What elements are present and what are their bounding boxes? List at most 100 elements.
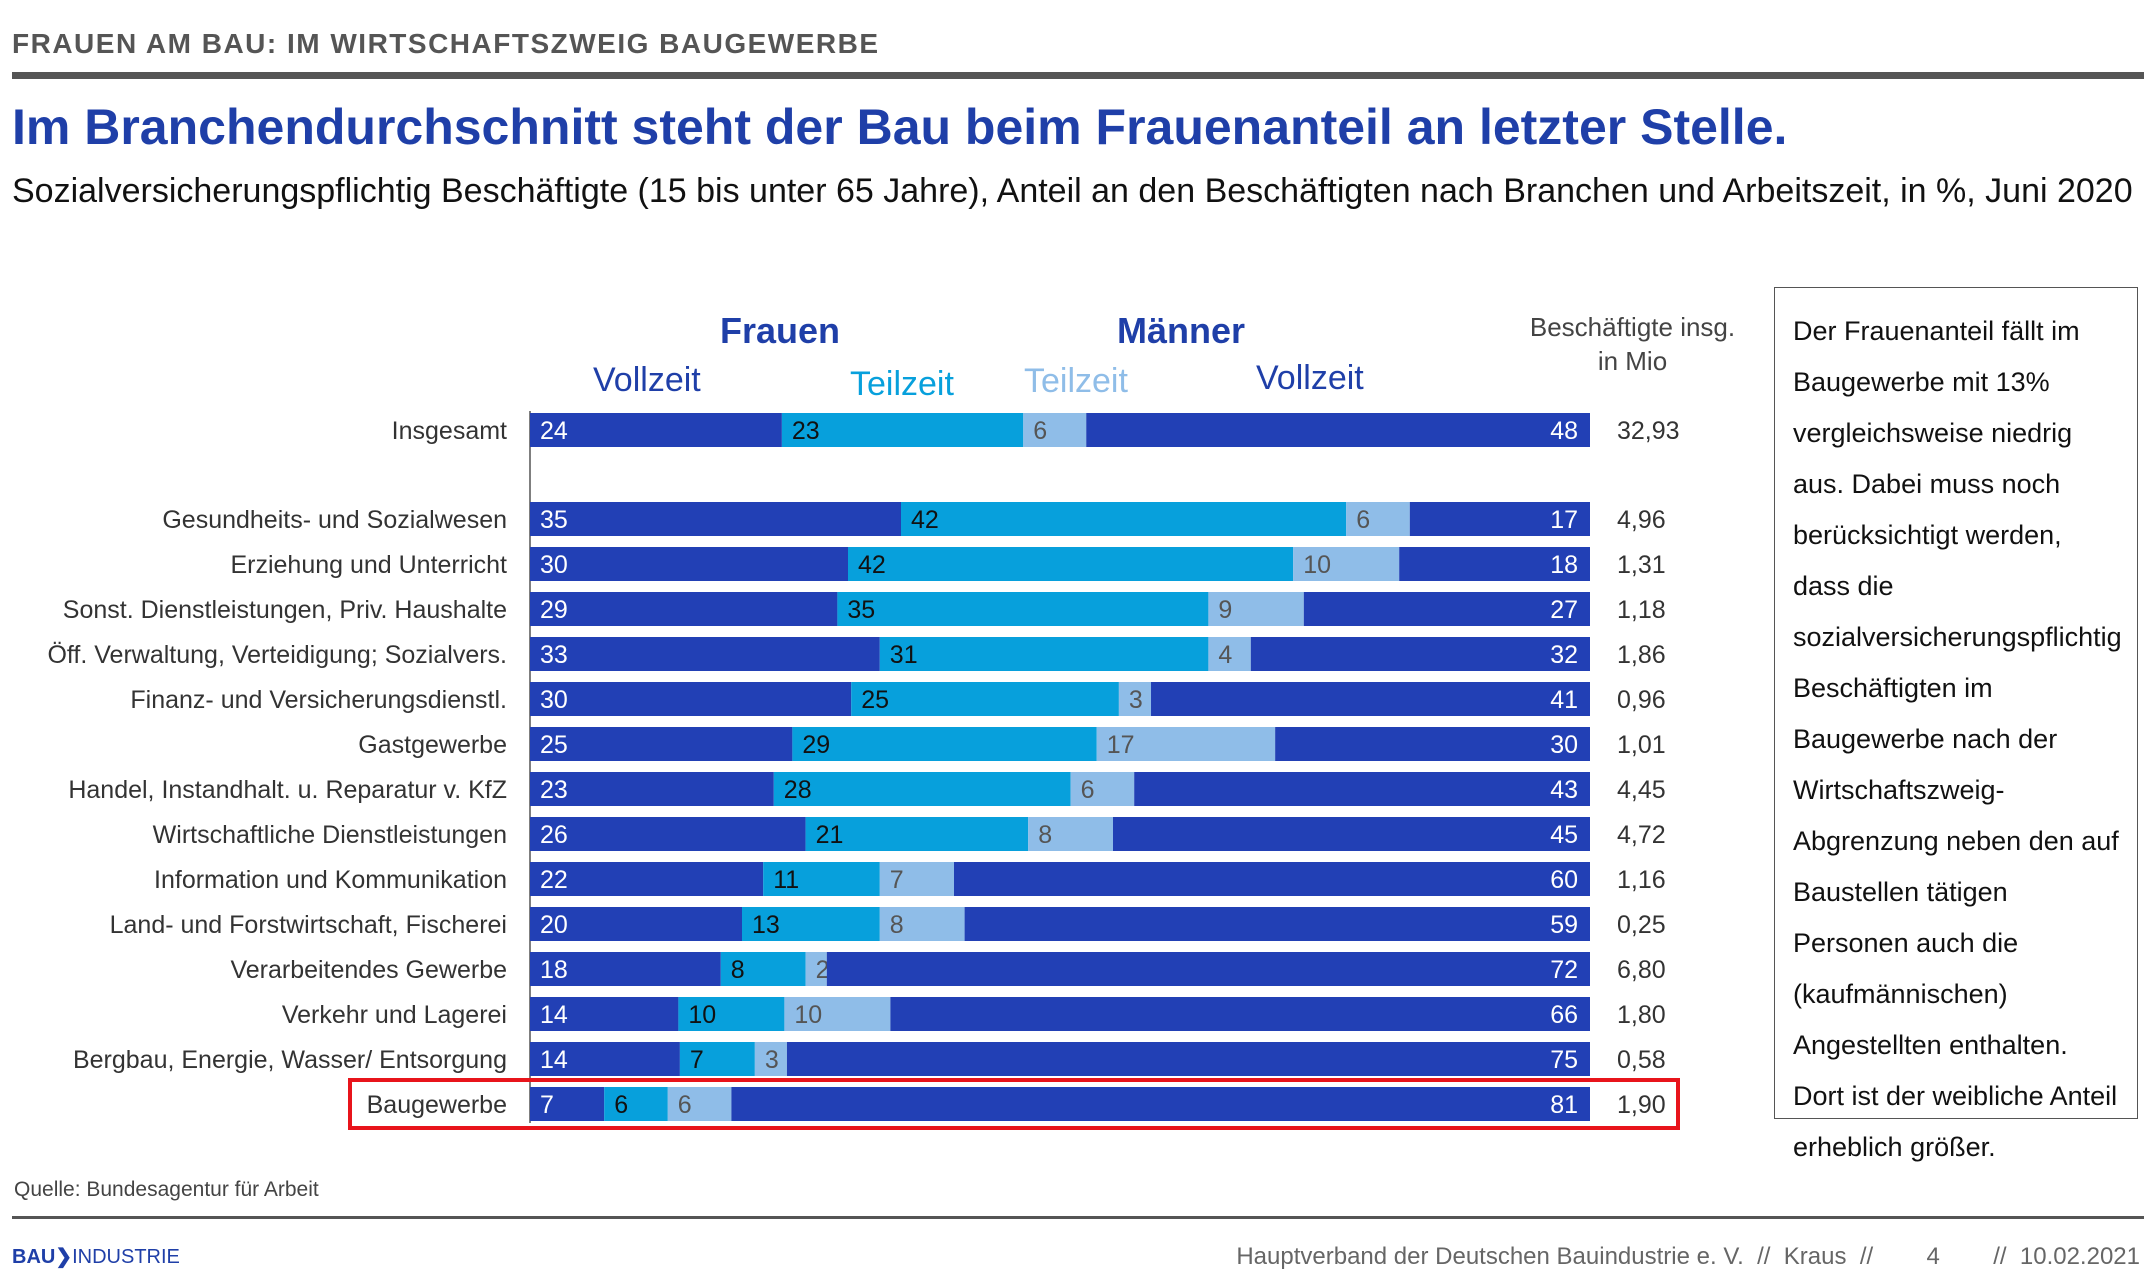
bar-frauen-teilzeit [805, 817, 1029, 851]
bar-maenner-vollzeit [786, 1042, 1590, 1076]
bar-maenner-teilzeit [1096, 727, 1276, 761]
bar-maenner-teilzeit [754, 1042, 787, 1076]
data-label-maenner-teilzeit: 6 [1356, 506, 1370, 534]
legend-frauen-vollzeit: Vollzeit [593, 361, 701, 399]
category-label: Information und Kommunikation [154, 866, 507, 894]
category-label: Land- und Forstwirtschaft, Fischerei [110, 911, 507, 939]
data-label-frauen-teilzeit: 21 [816, 821, 844, 849]
bottom-divider [12, 1216, 2144, 1219]
data-label-maenner-vollzeit: 66 [1550, 1001, 1578, 1029]
bar-frauen-vollzeit [530, 907, 742, 941]
category-label: Verarbeitendes Gewerbe [230, 956, 507, 984]
bar-frauen-teilzeit [781, 413, 1024, 447]
group-label-maenner: Männer [1117, 310, 1246, 351]
bar-maenner-vollzeit [1250, 637, 1590, 671]
bar-frauen-teilzeit [720, 952, 806, 986]
data-label-frauen-teilzeit: 31 [890, 641, 918, 669]
bar-maenner-teilzeit [1028, 817, 1113, 851]
data-label-maenner-vollzeit: 32 [1550, 641, 1578, 669]
bar-maenner-vollzeit [1134, 772, 1590, 806]
data-label-frauen-teilzeit: 8 [731, 956, 745, 984]
bar-frauen-teilzeit [763, 862, 880, 896]
bar-maenner-vollzeit [1409, 502, 1590, 536]
data-label-frauen-teilzeit: 23 [792, 417, 820, 445]
logo: BAU❯INDUSTRIE [12, 1244, 180, 1269]
data-label-maenner-teilzeit: 6 [678, 1091, 692, 1119]
data-label-maenner-vollzeit: 60 [1550, 866, 1578, 894]
bar-frauen-teilzeit [678, 997, 785, 1031]
data-label-maenner-vollzeit: 43 [1550, 776, 1578, 804]
data-label-maenner-teilzeit: 6 [1033, 417, 1047, 445]
data-label-maenner-vollzeit: 17 [1550, 506, 1578, 534]
top-divider [12, 72, 2144, 79]
bar-maenner-vollzeit [1086, 413, 1590, 447]
bar-frauen-vollzeit [530, 502, 901, 536]
data-label-maenner-teilzeit: 3 [765, 1046, 779, 1074]
data-label-maenner-vollzeit: 48 [1550, 417, 1578, 445]
data-label-frauen-vollzeit: 14 [540, 1046, 568, 1074]
bar-frauen-vollzeit [530, 413, 782, 447]
data-label-maenner-vollzeit: 27 [1550, 596, 1578, 624]
data-label-maenner-vollzeit: 41 [1550, 686, 1578, 714]
bar-frauen-teilzeit [851, 682, 1119, 716]
logo-bold: BAU [12, 1246, 56, 1268]
data-label-frauen-vollzeit: 33 [540, 641, 568, 669]
bar-maenner-vollzeit [1113, 817, 1590, 851]
data-label-frauen-teilzeit: 28 [784, 776, 812, 804]
employees-value: 6,80 [1617, 956, 1666, 984]
data-label-frauen-vollzeit: 25 [540, 731, 568, 759]
bar-maenner-teilzeit [879, 907, 965, 941]
data-label-frauen-vollzeit: 30 [540, 686, 568, 714]
bar-maenner-teilzeit [667, 1087, 732, 1121]
bar-maenner-teilzeit [1023, 413, 1087, 447]
chart-subtitle: Sozialversicherungspflichtig Beschäftigt… [12, 172, 2133, 210]
employees-value: 0,58 [1617, 1046, 1666, 1074]
category-label: Verkehr und Lagerei [282, 1001, 507, 1029]
data-label-frauen-vollzeit: 29 [540, 596, 568, 624]
bar-frauen-teilzeit [773, 772, 1071, 806]
bar-frauen-vollzeit [530, 1042, 680, 1076]
employees-value: 0,25 [1617, 911, 1666, 939]
data-label-frauen-vollzeit: 7 [540, 1091, 554, 1119]
bar-maenner-teilzeit [1346, 502, 1410, 536]
bar-maenner-teilzeit [1070, 772, 1135, 806]
employees-value: 1,18 [1617, 596, 1666, 624]
bar-frauen-vollzeit [530, 682, 852, 716]
data-label-frauen-teilzeit: 6 [614, 1091, 628, 1119]
bar-frauen-vollzeit [530, 547, 848, 581]
category-label: Gesundheits- und Sozialwesen [162, 506, 507, 534]
data-label-maenner-teilzeit: 4 [1218, 641, 1232, 669]
footer-text: Hauptverband der Deutschen Bauindustrie … [1236, 1243, 2140, 1270]
data-label-maenner-vollzeit: 75 [1550, 1046, 1578, 1074]
bar-frauen-vollzeit [530, 637, 880, 671]
bar-frauen-teilzeit [742, 907, 880, 941]
data-label-frauen-teilzeit: 7 [690, 1046, 704, 1074]
category-label: Finanz- und Versicherungsdienstl. [130, 686, 507, 714]
bar-frauen-vollzeit [530, 727, 793, 761]
bar-maenner-teilzeit [879, 862, 954, 896]
data-label-frauen-teilzeit: 35 [847, 596, 875, 624]
data-label-frauen-vollzeit: 35 [540, 506, 568, 534]
bar-frauen-vollzeit [530, 592, 838, 626]
data-label-frauen-teilzeit: 10 [688, 1001, 716, 1029]
data-label-maenner-teilzeit: 10 [1303, 551, 1331, 579]
data-label-frauen-vollzeit: 20 [540, 911, 568, 939]
bar-frauen-teilzeit [679, 1042, 755, 1076]
bar-frauen-teilzeit [879, 637, 1209, 671]
data-label-frauen-teilzeit: 13 [752, 911, 780, 939]
bar-maenner-teilzeit [1118, 682, 1152, 716]
data-label-maenner-vollzeit: 81 [1550, 1091, 1578, 1119]
employees-value: 4,72 [1617, 821, 1666, 849]
bar-frauen-vollzeit [530, 952, 721, 986]
bar-maenner-vollzeit [954, 862, 1590, 896]
data-label-maenner-teilzeit: 10 [794, 1001, 822, 1029]
employees-value: 1,01 [1617, 731, 1666, 759]
page-title: Im Branchendurchschnitt steht der Bau be… [12, 99, 1788, 155]
bar-frauen-teilzeit [792, 727, 1097, 761]
data-label-maenner-teilzeit: 2 [816, 956, 830, 984]
legend-frauen-teilzeit: Teilzeit [850, 365, 954, 403]
legend-maenner-vollzeit: Vollzeit [1256, 359, 1364, 397]
data-label-frauen-teilzeit: 29 [802, 731, 830, 759]
bar-frauen-vollzeit [530, 997, 679, 1031]
